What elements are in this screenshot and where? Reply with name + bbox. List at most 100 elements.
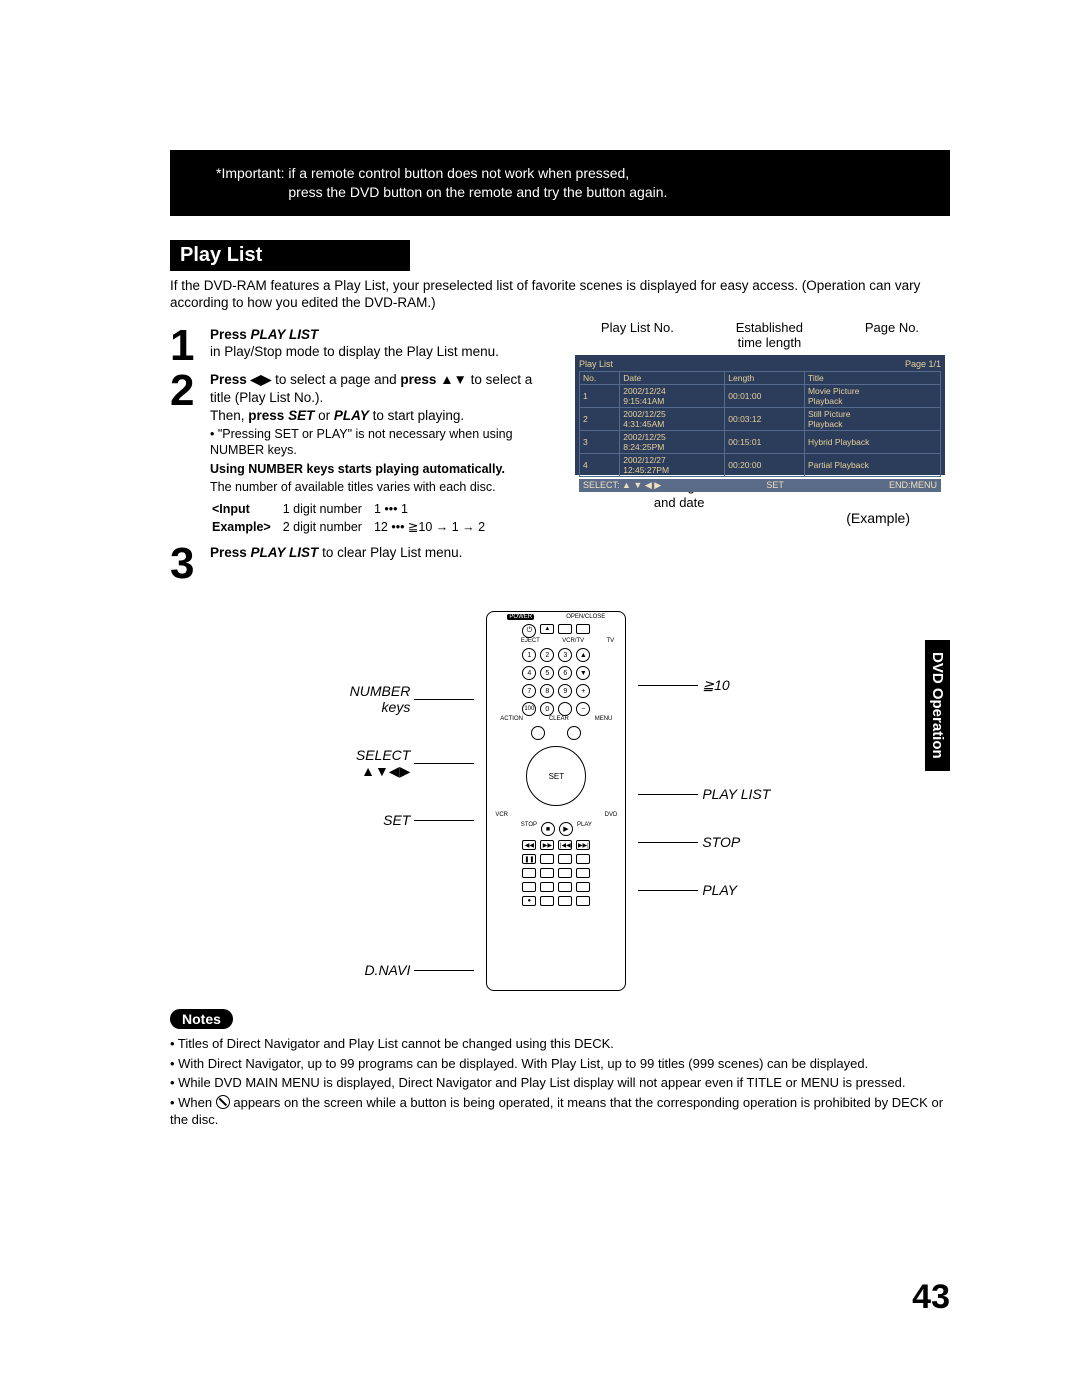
num-4[interactable]: 4 bbox=[522, 666, 536, 680]
r1c2: 1 ••• 1 bbox=[374, 501, 495, 517]
s2e: ▲▼ bbox=[440, 372, 467, 387]
important-line1: if a remote control button does not work… bbox=[288, 165, 629, 181]
prog-button[interactable] bbox=[558, 896, 572, 906]
line-icon bbox=[638, 842, 698, 843]
example-label: (Example) bbox=[570, 510, 950, 526]
tv-button[interactable] bbox=[576, 624, 590, 634]
cell: 2002/12/25 8:24:25PM bbox=[620, 431, 725, 454]
label-play: PLAY bbox=[702, 882, 737, 898]
cell: 2002/12/25 4:31:45AM bbox=[620, 408, 725, 431]
vol-up[interactable]: + bbox=[576, 684, 590, 698]
num-5[interactable]: 5 bbox=[540, 666, 554, 680]
angle-button[interactable] bbox=[540, 854, 554, 864]
dpad[interactable]: SET bbox=[526, 746, 586, 806]
num-0[interactable]: 0 bbox=[540, 702, 554, 716]
num-8[interactable]: 8 bbox=[540, 684, 554, 698]
txt-keys: keys bbox=[382, 699, 411, 715]
reset-button[interactable] bbox=[576, 896, 590, 906]
power-button[interactable]: ⏻ bbox=[522, 624, 536, 638]
step-3-number: 3 bbox=[170, 544, 202, 584]
stop-button[interactable]: ■ bbox=[541, 822, 555, 836]
subtitle-button[interactable] bbox=[540, 868, 554, 878]
lbl-stop: STOP bbox=[521, 822, 537, 836]
remote-diagram: NUMBERkeys SELECT▲▼◀▶ SET D.NAVI POWER O… bbox=[170, 611, 950, 991]
note-1: • Titles of Direct Navigator and Play Li… bbox=[170, 1035, 950, 1053]
zoom-button[interactable] bbox=[558, 854, 572, 864]
section-title: Play List bbox=[170, 240, 410, 271]
num-3[interactable]: 3 bbox=[558, 648, 572, 662]
cmzero-button[interactable] bbox=[576, 882, 590, 892]
cell: Movie Picture Playback bbox=[804, 385, 940, 408]
prohibit-icon bbox=[216, 1095, 230, 1109]
screen-row: 22002/12/25 4:31:45AM00:03:12Still Pictu… bbox=[580, 408, 941, 431]
s2l2e: PLAY bbox=[334, 408, 369, 423]
num-6[interactable]: 6 bbox=[558, 666, 572, 680]
screen-row: 32002/12/25 8:24:25PM00:15:01Hybrid Play… bbox=[580, 431, 941, 454]
note-4a: • When bbox=[170, 1095, 216, 1110]
s2c: to select a page and bbox=[271, 372, 400, 387]
tapepos-button[interactable] bbox=[558, 868, 572, 878]
txt-number: NUMBER bbox=[350, 683, 411, 699]
cell: 00:15:01 bbox=[725, 431, 805, 454]
enter-button[interactable] bbox=[576, 854, 590, 864]
lbl-vcrtv: VCR/TV bbox=[562, 638, 584, 644]
num-9[interactable]: 9 bbox=[558, 684, 572, 698]
foot-select: SELECT: ▲ ▼ ◀ ▶ bbox=[583, 480, 661, 491]
pause-button[interactable]: ❚❚ bbox=[522, 854, 536, 864]
screen-column: Play List No. Establishedtime length Pag… bbox=[570, 320, 950, 583]
lbl-dvd: DVD bbox=[605, 812, 618, 818]
rec-button[interactable]: ● bbox=[522, 896, 536, 906]
set-center: SET bbox=[549, 772, 565, 781]
cell: 00:20:00 bbox=[725, 454, 805, 477]
annot-playlistno: Play List No. bbox=[601, 320, 674, 351]
eject-button[interactable]: ▲ bbox=[540, 624, 554, 634]
num-2[interactable]: 2 bbox=[540, 648, 554, 662]
label-gte10: ≧10 bbox=[702, 677, 729, 694]
s2-bullet3: The number of available titles varies wi… bbox=[210, 479, 554, 495]
skip-prev-button[interactable]: |◀◀ bbox=[558, 840, 572, 850]
col-no: No. bbox=[580, 372, 620, 385]
num-100[interactable]: 100 bbox=[522, 702, 536, 716]
label-playlist: PLAY LIST bbox=[702, 786, 770, 802]
important-line2: press the DVD button on the remote and t… bbox=[288, 184, 667, 200]
num-1[interactable]: 1 bbox=[522, 648, 536, 662]
menu-button[interactable] bbox=[567, 726, 581, 740]
search-button[interactable] bbox=[558, 882, 572, 892]
intro-text: If the DVD-RAM features a Play List, you… bbox=[170, 277, 950, 312]
screen-top-annotations: Play List No. Establishedtime length Pag… bbox=[570, 320, 950, 351]
s2l2b: press bbox=[248, 408, 288, 423]
s2-bullet1: • "Pressing SET or PLAY" is not necessar… bbox=[210, 426, 554, 459]
lbl-menu: MENU bbox=[595, 716, 613, 722]
ch-down[interactable]: ▼ bbox=[576, 666, 590, 680]
vcrtv-button[interactable] bbox=[558, 624, 572, 634]
s2b: ◀▶ bbox=[251, 372, 272, 387]
skip-next-button[interactable]: ▶▶| bbox=[576, 840, 590, 850]
page-number: 43 bbox=[912, 1278, 950, 1317]
audio-button[interactable] bbox=[576, 868, 590, 878]
num-7[interactable]: 7 bbox=[522, 684, 536, 698]
display-button[interactable] bbox=[522, 882, 536, 892]
cell: 00:03:12 bbox=[725, 408, 805, 431]
note-3: • While DVD MAIN MENU is displayed, Dire… bbox=[170, 1074, 950, 1092]
side-tab-dvd-operation: DVD Operation bbox=[925, 640, 950, 771]
vol-down[interactable]: − bbox=[576, 702, 590, 716]
line-icon bbox=[414, 699, 474, 700]
col-length: Length bbox=[725, 372, 805, 385]
cell: 00:01:00 bbox=[725, 385, 805, 408]
speed-button[interactable] bbox=[540, 896, 554, 906]
foot-set: SET bbox=[766, 480, 784, 491]
title-button[interactable] bbox=[522, 868, 536, 878]
action-button[interactable] bbox=[531, 726, 545, 740]
label-dnavi: D.NAVI bbox=[364, 962, 410, 978]
ff-button[interactable]: ▶▶ bbox=[540, 840, 554, 850]
lbl-action: ACTION bbox=[500, 716, 523, 722]
play-button[interactable]: ▶ bbox=[559, 822, 573, 836]
ch-up[interactable]: ▲ bbox=[576, 648, 590, 662]
rew-button[interactable]: ◀◀ bbox=[522, 840, 536, 850]
step-3: 3 Press PLAY LIST to clear Play List men… bbox=[170, 544, 554, 584]
input-button[interactable] bbox=[540, 882, 554, 892]
annot-est-a: Established bbox=[736, 320, 803, 335]
gte10-button[interactable] bbox=[558, 702, 572, 716]
cell: 3 bbox=[580, 431, 620, 454]
txt-select: SELECT bbox=[356, 747, 410, 763]
